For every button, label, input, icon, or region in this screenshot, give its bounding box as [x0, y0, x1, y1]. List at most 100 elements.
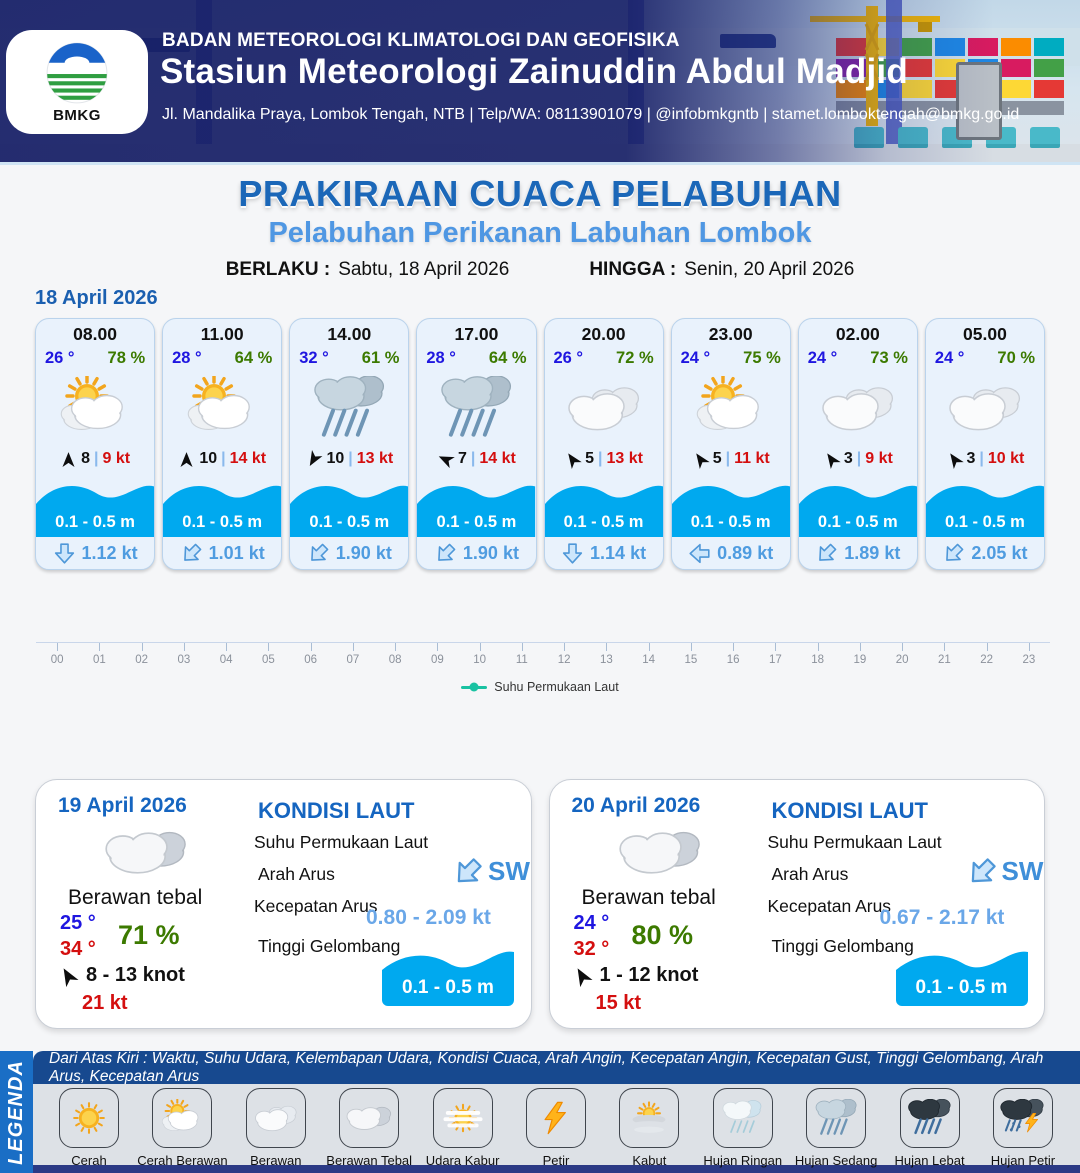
- sea-condition-title: KONDISI LAUT: [258, 798, 415, 823]
- current-row: 1.01 kt: [163, 537, 281, 569]
- valid-from-value: Sabtu, 18 April 2026: [338, 259, 510, 280]
- legend-icon-box: [432, 1088, 493, 1148]
- hujan-petir-icon: [998, 1099, 1048, 1137]
- legend-item: Cerah Berawan: [137, 1088, 228, 1168]
- wave-band: 0.1 - 0.5 m: [671, 473, 790, 537]
- gust-speed: 14 kt: [229, 450, 267, 467]
- wind-separator: |: [856, 450, 862, 467]
- temp-humidity-row: 28 ° 64 %: [417, 345, 535, 371]
- wind-row: 3 | 10 kt: [926, 445, 1044, 473]
- hour-tick: 08: [374, 643, 416, 666]
- udara-kabur-icon: [438, 1099, 488, 1137]
- humidity: 64 %: [234, 348, 273, 367]
- humidity: 64 %: [488, 348, 527, 367]
- humidity: 70 %: [997, 348, 1035, 367]
- forecast-card: 23.00 24 ° 75 % 5 | 11 kt 0.1 - 0.5 m 0.…: [670, 318, 791, 570]
- gust-speed: 10 kt: [987, 450, 1025, 467]
- daily-forecast-row: 19 April 2026 Berawan tebal 25 ° 34 ° 71…: [35, 779, 1045, 1029]
- org-name: BADAN METEOROLOGI KLIMATOLOGI DAN GEOFIS…: [162, 30, 680, 51]
- valid-until-value: Senin, 20 April 2026: [684, 259, 855, 280]
- humidity: 75 %: [743, 348, 781, 367]
- kabut-icon: [624, 1099, 674, 1137]
- wind-direction-arrow: [54, 962, 81, 989]
- current-speed: 1.01 kt: [208, 542, 265, 563]
- gust-speed: 11 kt: [734, 450, 770, 467]
- gust-speed: 9 kt: [865, 450, 893, 467]
- hour-tick: 05: [247, 643, 289, 666]
- air-temperature: 24 °: [680, 348, 711, 367]
- current-row: 1.14 kt: [545, 537, 663, 569]
- humidity: 61 %: [361, 348, 400, 367]
- legend-icon-box: [59, 1088, 119, 1148]
- header-divider: [0, 162, 1080, 165]
- legend-item-label: Hujan Ringan: [703, 1153, 783, 1168]
- berawan-tebal-icon: [344, 1099, 394, 1137]
- hujan-sedang-icon: [290, 371, 408, 445]
- legend-section: Dari Atas Kiri : Waktu, Suhu Udara, Kele…: [0, 1034, 1080, 1173]
- wind-direction-arrow: [688, 447, 712, 471]
- day-humidity: 80 %: [631, 920, 694, 950]
- wave-band: 0.1 - 0.5 m: [544, 473, 663, 537]
- air-temperature: 28 °: [172, 348, 202, 367]
- hourly-forecast-row: 08.00 26 ° 78 % 8 | 9 kt 0.1 - 0.5 m 1.1…: [35, 318, 1045, 570]
- current-row: 1.12 kt: [36, 537, 154, 569]
- current-speed: 1.90 kt: [462, 542, 519, 563]
- forecast-time: 17.00: [454, 324, 499, 344]
- forecast-time: 08.00: [73, 324, 117, 344]
- legend-icon-box: [619, 1088, 680, 1148]
- air-temperature: 28 °: [426, 348, 456, 367]
- sst-legend-marker: [461, 685, 488, 689]
- legend-note-band: Dari Atas Kiri : Waktu, Suhu Udara, Kele…: [33, 1049, 1080, 1085]
- forecast-card: 17.00 28 ° 64 % 7 | 14 kt 0.1 - 0.5 m 1.…: [416, 318, 537, 570]
- current-speed: 1.14 kt: [590, 542, 647, 563]
- cerah-berawan-icon: [36, 371, 154, 445]
- station-name: Stasiun Meteorologi Zainuddin Abdul Madj…: [160, 52, 908, 91]
- hujan-sedang-icon: [417, 371, 535, 445]
- wind-speed: 3: [843, 450, 853, 467]
- sst-label: Suhu Permukaan Laut: [767, 832, 942, 852]
- bmkg-logo-text: BMKG: [53, 107, 101, 124]
- current-direction-arrow: [811, 537, 844, 569]
- hour-tick: 02: [121, 643, 163, 666]
- hour-tick: 01: [78, 643, 120, 666]
- hujan-lebat-icon: [905, 1099, 955, 1137]
- legend-note: Dari Atas Kiri : Waktu, Suhu Udara, Kele…: [49, 1049, 1044, 1085]
- valid-from-label: BERLAKU :: [225, 259, 331, 280]
- wave-band: 0.1 - 0.5 m: [36, 473, 155, 537]
- wave-height: 0.1 - 0.5 m: [309, 513, 390, 531]
- station-address: Jl. Mandalika Praya, Lombok Tengah, NTB …: [162, 106, 1020, 123]
- title-block: PRAKIRAAN CUACA PELABUHAN Pelabuhan Peri…: [0, 165, 1080, 281]
- sea-current-speed: 0.80 - 2.09 kt: [366, 906, 491, 929]
- berawan-tebal-icon: [86, 818, 206, 891]
- wind-row: 10 | 13 kt: [290, 445, 408, 473]
- wind-speed: 5: [712, 450, 722, 467]
- legend-item-label: Hujan Petir: [990, 1153, 1056, 1168]
- legend-icon-box: [152, 1088, 213, 1148]
- hour-tick: 03: [163, 643, 205, 666]
- current-row: 0.89 kt: [672, 537, 790, 569]
- legend-item: Hujan Lebat: [885, 1088, 975, 1168]
- current-speed-label: Kecepatan Arus: [767, 896, 892, 916]
- air-temperature: 24 °: [934, 348, 965, 367]
- day-temp-min: 25 °: [60, 912, 96, 934]
- gust-speed: 14 kt: [479, 450, 516, 467]
- sst-chart-area: 00 01 02 03 04 05 06 07 08 09 10 11 12 13 14 15 16 17 18 19…: [0, 570, 1080, 772]
- current-row: 2.05 kt: [926, 537, 1044, 569]
- wind-row: 10 | 14 kt: [163, 445, 281, 473]
- hour-tick: 21: [923, 643, 965, 666]
- legend-item: Petir: [511, 1088, 601, 1168]
- wind-direction-arrow: [434, 448, 457, 471]
- day-date: 19 April 2026: [58, 794, 187, 817]
- legend-item-label: Cerah Berawan: [137, 1153, 228, 1168]
- header-overlay: [0, 0, 1080, 162]
- forecast-time: 23.00: [708, 324, 753, 344]
- wind-separator: |: [348, 450, 353, 467]
- berawan-icon: [545, 371, 663, 445]
- wind-direction-arrow: [819, 447, 843, 471]
- temp-humidity-row: 24 ° 73 %: [799, 345, 917, 371]
- wave-height: 0.1 - 0.5 m: [55, 513, 135, 531]
- hour-tick: 18: [797, 643, 839, 666]
- hour-tick: 14: [628, 643, 670, 666]
- legend-icon-box: [245, 1088, 306, 1148]
- wind-direction-arrow: [568, 962, 595, 989]
